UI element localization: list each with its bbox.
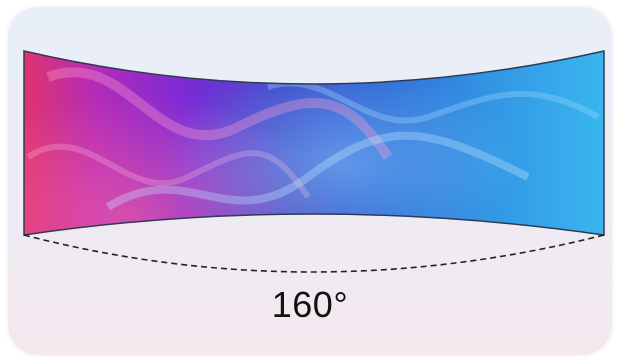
curved-monitor-panel — [23, 50, 605, 236]
dashed-viewing-angle-arc — [23, 234, 605, 273]
curved-screen-illustration — [8, 7, 612, 355]
viewing-angle-card — [8, 7, 612, 355]
